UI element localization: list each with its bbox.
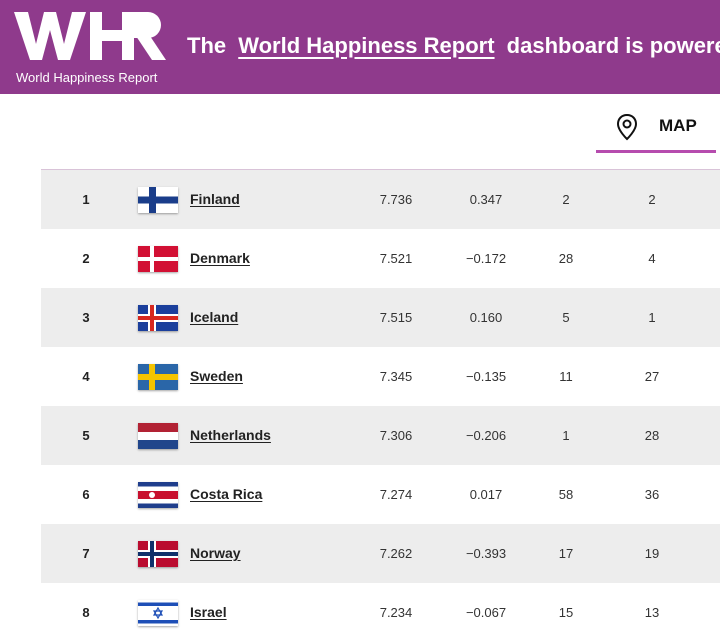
flag-israel-icon <box>138 600 178 626</box>
rankings-table: 1 Finland 7.736 0.347 2 2 2 Denmark 7.521 −0.17… <box>41 170 720 642</box>
logo-subtitle: World Happiness Report <box>16 70 158 85</box>
score-cell: 7.515 <box>379 310 413 325</box>
table-row: 4 Sweden 7.345 −0.135 11 27 <box>41 347 720 406</box>
score-cell: 7.234 <box>379 605 413 620</box>
flag-iceland-icon <box>138 305 178 331</box>
flag-finland-icon <box>138 187 178 213</box>
score-cell: 7.345 <box>379 369 413 384</box>
value-cell: 4 <box>648 251 656 266</box>
table-row: 2 Denmark 7.521 −0.172 28 4 <box>41 229 720 288</box>
rank-cell: 3 <box>82 310 90 325</box>
rank-cell: 6 <box>82 487 90 502</box>
change-cell: 0.017 <box>469 487 503 502</box>
change-cell: 0.160 <box>469 310 503 325</box>
tab-map-label: MAP <box>659 116 697 135</box>
table-row: 7 Norway 7.262 −0.393 17 19 <box>41 524 720 583</box>
rank-cell: 2 <box>82 251 90 266</box>
rank-cell: 5 <box>82 428 90 443</box>
table-row: 5 Netherlands 7.306 −0.206 1 28 <box>41 406 720 465</box>
value-cell: 28 <box>558 251 574 266</box>
change-cell: −0.067 <box>465 605 507 620</box>
change-cell: −0.172 <box>465 251 507 266</box>
change-cell: −0.393 <box>465 546 507 561</box>
country-link[interactable]: Costa Rica <box>190 486 263 502</box>
tab-map[interactable]: MAP <box>596 106 716 153</box>
value-cell: 15 <box>558 605 574 620</box>
flag-sweden-icon <box>138 364 178 390</box>
change-cell: −0.135 <box>465 369 507 384</box>
table-row: 6 Costa Rica 7.274 0.017 58 36 <box>41 465 720 524</box>
value-cell: 1 <box>648 310 656 325</box>
value-cell: 36 <box>644 487 660 502</box>
map-pin-icon <box>615 113 639 146</box>
score-cell: 7.736 <box>379 192 413 207</box>
score-cell: 7.521 <box>379 251 413 266</box>
value-cell: 58 <box>558 487 574 502</box>
value-cell: 2 <box>562 192 570 207</box>
rank-cell: 7 <box>82 546 90 561</box>
score-cell: 7.274 <box>379 487 413 502</box>
flag-norway-icon <box>138 541 178 567</box>
country-link[interactable]: Iceland <box>190 309 239 325</box>
whr-logo[interactable]: World Happiness Report <box>14 10 174 88</box>
country-link[interactable]: Denmark <box>190 250 250 266</box>
country-link[interactable]: Norway <box>190 545 241 561</box>
change-cell: 0.347 <box>469 192 503 207</box>
whr-logo-mark <box>14 12 166 60</box>
table-divider <box>41 169 720 170</box>
value-cell: 1 <box>562 428 570 443</box>
flag-costa-rica-icon <box>138 482 178 508</box>
country-link[interactable]: Sweden <box>190 368 243 384</box>
value-cell: 5 <box>562 310 570 325</box>
rank-cell: 4 <box>82 369 90 384</box>
table-row: 3 Iceland 7.515 0.160 5 1 <box>41 288 720 347</box>
value-cell: 28 <box>644 428 660 443</box>
value-cell: 2 <box>648 192 656 207</box>
country-link[interactable]: Finland <box>190 191 240 207</box>
banner-link[interactable]: World Happiness Report <box>238 33 495 58</box>
country-link[interactable]: Israel <box>190 604 227 620</box>
country-link[interactable]: Netherlands <box>190 427 271 443</box>
flag-denmark-icon <box>138 246 178 272</box>
site-header: World Happiness Report The World Happine… <box>0 0 720 94</box>
banner-suffix: dashboard is powered <box>506 33 720 58</box>
score-cell: 7.262 <box>379 546 413 561</box>
value-cell: 27 <box>644 369 660 384</box>
rank-cell: 1 <box>82 192 90 207</box>
value-cell: 17 <box>558 546 574 561</box>
value-cell: 11 <box>559 369 573 384</box>
change-cell: −0.206 <box>465 428 507 443</box>
banner-prefix: The <box>187 33 227 58</box>
value-cell: 19 <box>644 546 660 561</box>
score-cell: 7.306 <box>379 428 413 443</box>
flag-netherlands-icon <box>138 423 178 449</box>
table-row: 8 Israel 7.234 −0.067 15 13 <box>41 583 720 642</box>
table-row: 1 Finland 7.736 0.347 2 2 <box>41 170 720 229</box>
value-cell: 13 <box>644 605 660 620</box>
rank-cell: 8 <box>82 605 90 620</box>
header-banner: The World Happiness Report dashboard is … <box>187 33 720 59</box>
